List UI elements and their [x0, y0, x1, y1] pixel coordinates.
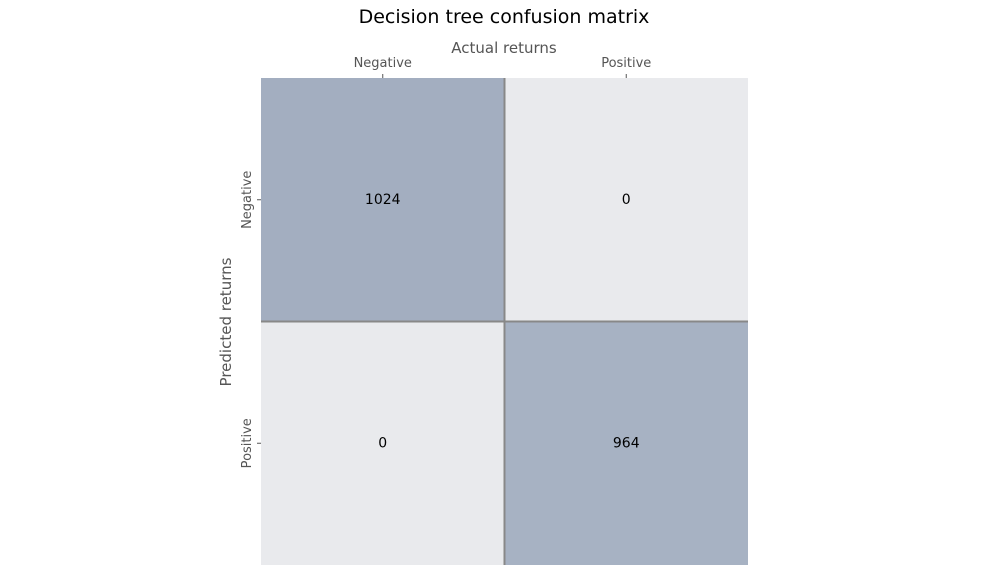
- cell-dividers: [261, 78, 748, 565]
- cell-value-labels: 1024 0 0 964: [365, 192, 640, 452]
- heatmap-cell-r0-c0: [261, 78, 505, 322]
- chart-title: Decision tree confusion matrix: [359, 6, 650, 28]
- x-tick-label-negative: Negative: [354, 56, 412, 71]
- x-axis-ticks: Negative Positive: [354, 56, 651, 78]
- heatmap-cell-r1-c1: [504, 321, 748, 565]
- heatmap-cell-r1-c0: [261, 321, 505, 565]
- cell-value-label-r1-c0: 0: [378, 435, 387, 451]
- y-tick-label-positive: Positive: [240, 418, 255, 468]
- cell-value-label-r1-c1: 964: [613, 435, 640, 451]
- y-tick-label-negative: Negative: [240, 171, 255, 229]
- cell-value-label-r0-c0: 1024: [365, 192, 401, 208]
- heatmap-cell-r0-c1: [504, 78, 748, 322]
- cell-value-label-r0-c1: 0: [622, 192, 631, 208]
- heatmap-cells: [261, 78, 748, 565]
- y-axis-ticks: Negative Positive: [240, 171, 261, 468]
- x-tick-label-positive: Positive: [601, 56, 651, 71]
- y-axis-label: Predicted returns: [217, 257, 235, 386]
- x-axis-label: Actual returns: [451, 39, 557, 57]
